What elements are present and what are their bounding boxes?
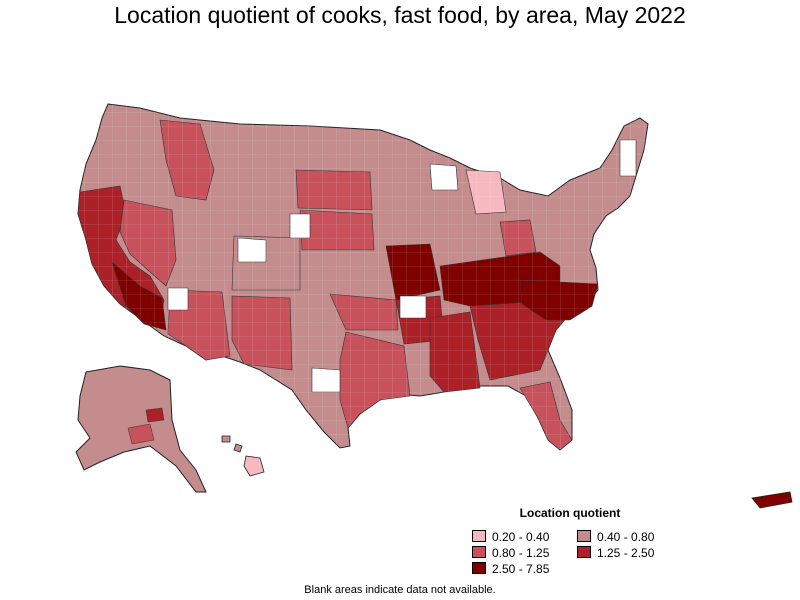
legend-item-2.50-7.85: 2.50 - 7.85: [472, 562, 549, 576]
legend-item-0.20-0.40: 0.20 - 0.40: [472, 530, 549, 544]
hawaii: [221, 435, 265, 477]
legend-title: Location quotient: [519, 506, 621, 520]
county-mesh: [78, 100, 648, 452]
legend-label: 0.80 - 1.25: [492, 546, 550, 560]
legend-item-0.40-0.80: 0.40 - 0.80: [577, 530, 654, 544]
footnote: Blank areas indicate data not available.: [304, 584, 496, 596]
legend-swatch: [577, 546, 591, 558]
legend-swatch: [577, 530, 591, 542]
puerto-rico: [751, 491, 793, 509]
legend-swatch: [472, 530, 486, 542]
legend-swatch: [472, 562, 486, 574]
legend-label: 0.20 - 0.40: [492, 530, 550, 544]
legend-item-1.25-2.50: 1.25 - 2.50: [577, 546, 654, 560]
legend-label: 1.25 - 2.50: [597, 546, 655, 560]
legend-label: 0.40 - 0.80: [597, 530, 655, 544]
legend-item-0.80-1.25: 0.80 - 1.25: [472, 546, 549, 560]
legend-label: 2.50 - 7.85: [492, 562, 550, 576]
legend-swatch: [472, 546, 486, 558]
alaska-region-dark: [145, 407, 165, 423]
map-title: Location quotient of cooks, fast food, b…: [114, 2, 686, 28]
alaska-region-medium: [127, 423, 155, 445]
